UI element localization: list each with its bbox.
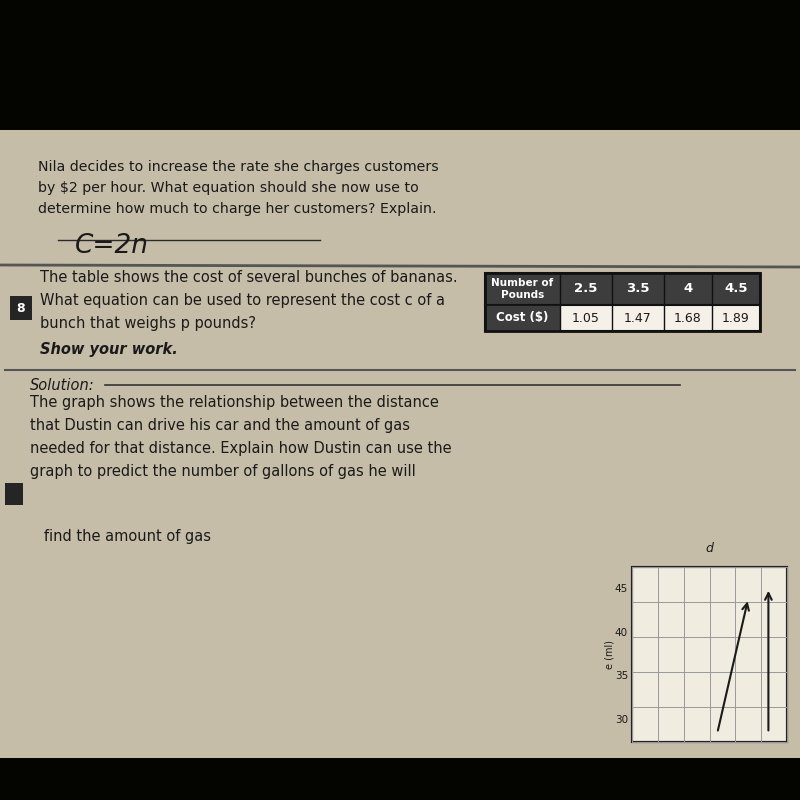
Bar	[632, 567, 787, 742]
Text: 40: 40	[615, 628, 628, 638]
Text: 2.5: 2.5	[574, 282, 598, 295]
Text: The table shows the cost of several bunches of bananas.
What equation can be use: The table shows the cost of several bunc…	[40, 270, 458, 330]
Text: d: d	[706, 542, 714, 555]
Text: 1.68: 1.68	[674, 311, 702, 325]
Text: Nila decides to increase the rate she charges customers
by $2 per hour. What equ: Nila decides to increase the rate she ch…	[38, 160, 438, 216]
Text: Show your work.: Show your work.	[40, 342, 178, 357]
Text: 4: 4	[683, 282, 693, 295]
Text: Number of
Pounds: Number of Pounds	[491, 278, 554, 300]
Bar	[485, 273, 760, 305]
Text: 35: 35	[614, 671, 628, 682]
Text: C=2n: C=2n	[75, 233, 149, 259]
Text: find the amount of gas: find the amount of gas	[30, 529, 211, 544]
Text: 1.47: 1.47	[624, 311, 652, 325]
Bar	[10, 296, 32, 320]
Text: e (ml): e (ml)	[605, 640, 615, 669]
Text: 45: 45	[614, 584, 628, 594]
Text: 30: 30	[615, 715, 628, 725]
Bar	[0, 0, 800, 130]
Bar	[5, 483, 23, 505]
Bar	[485, 273, 760, 331]
Text: Solution:: Solution:	[30, 378, 94, 393]
Text: 1.05: 1.05	[572, 311, 600, 325]
Text: graph to predict the number of gallons of gas he will: graph to predict the number of gallons o…	[30, 464, 416, 479]
Bar	[0, 130, 800, 758]
Text: 4.5: 4.5	[724, 282, 748, 295]
Text: 3.5: 3.5	[626, 282, 650, 295]
Bar	[0, 758, 800, 800]
Bar	[632, 567, 787, 742]
Text: 1.89: 1.89	[722, 311, 750, 325]
Bar	[485, 305, 560, 331]
Text: Cost ($): Cost ($)	[496, 311, 549, 325]
Bar	[0, 130, 800, 758]
Text: The graph shows the relationship between the distance: The graph shows the relationship between…	[30, 395, 439, 410]
Text: that Dustin can drive his car and the amount of gas: that Dustin can drive his car and the am…	[30, 418, 410, 433]
Text: needed for that distance. Explain how Dustin can use the: needed for that distance. Explain how Du…	[30, 441, 452, 456]
Bar	[485, 305, 760, 331]
Text: 8: 8	[17, 302, 26, 314]
